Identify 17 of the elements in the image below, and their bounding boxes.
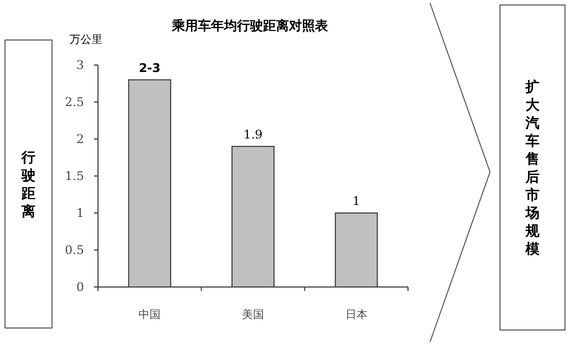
- y-tick-label: 1.5: [64, 169, 84, 183]
- y-tick-label: 1: [76, 206, 84, 220]
- y-axis-title: 万公里: [70, 33, 102, 46]
- data-label: 1.9: [243, 127, 263, 142]
- y-tick-label: 2.5: [64, 95, 84, 109]
- y-tick-label: 0.5: [64, 243, 84, 257]
- x-tick-label: 美国: [242, 308, 264, 321]
- text: 扩大汽车售后市场规模: [526, 80, 540, 258]
- text: 行驶距离: [20, 150, 36, 220]
- x-tick-label: 中国: [138, 308, 161, 321]
- data-label: 2-3: [138, 60, 161, 75]
- y-tick-label: 0: [76, 280, 84, 294]
- y-tick-label: 2: [76, 132, 84, 146]
- data-label: 1: [352, 194, 360, 208]
- y-tick-label: 3: [76, 58, 84, 72]
- x-tick-label: 日本: [345, 308, 368, 321]
- chart-title: 乘用车年均行驶距离对照表: [171, 18, 329, 34]
